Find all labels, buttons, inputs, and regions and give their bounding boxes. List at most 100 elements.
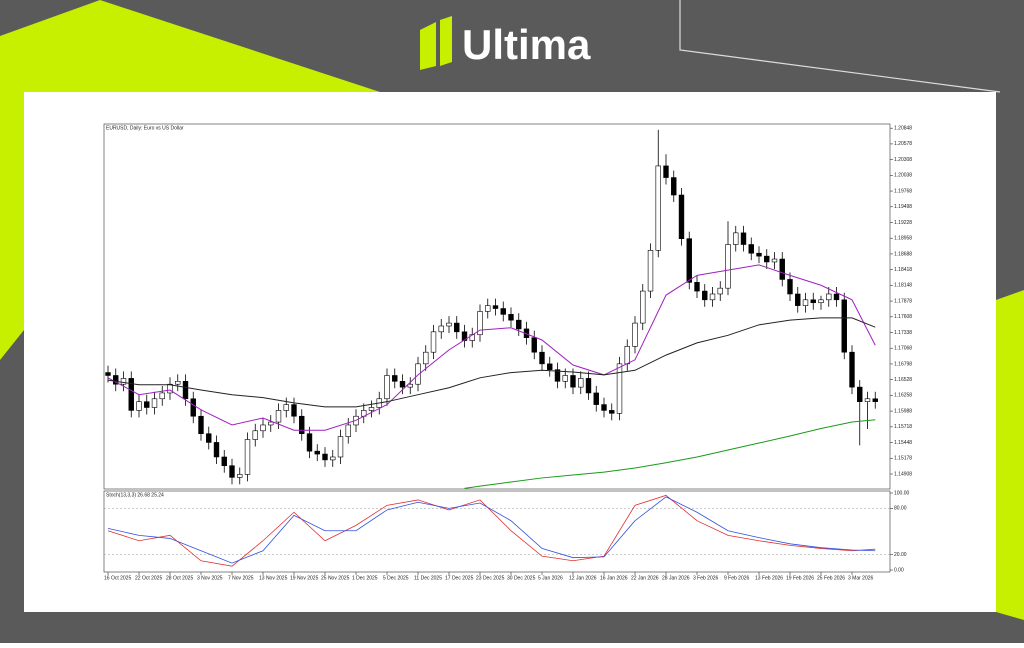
candle-body	[787, 279, 793, 295]
y-tick-label: 1.18418	[894, 267, 912, 273]
y-tick-label: 1.15448	[894, 440, 912, 446]
candle-body	[857, 386, 863, 402]
candle-body	[671, 177, 677, 196]
candle-body	[764, 255, 770, 263]
candle-body	[198, 415, 204, 434]
candle-body	[291, 404, 297, 417]
candle-body	[516, 319, 522, 330]
candle-body	[260, 424, 266, 432]
candle-body	[159, 392, 165, 400]
candle-body	[849, 351, 855, 388]
candle-body	[206, 433, 212, 443]
logo-text: Ultima	[462, 21, 591, 68]
indicator-title: Stoch(13,3,3) 26.68 25.24	[106, 492, 164, 498]
x-tick-label: 13 Nov 2025	[259, 575, 288, 581]
candle-body	[709, 293, 716, 301]
indicator-tick-label: 100.00	[894, 490, 910, 496]
y-tick-label: 1.16798	[894, 361, 912, 367]
y-tick-label: 1.16528	[894, 377, 912, 383]
x-tick-label: 7 Nov 2025	[228, 575, 254, 581]
y-tick-label: 1.15178	[894, 456, 912, 462]
x-tick-label: 25 Feb 2026	[817, 575, 845, 581]
candle-body	[756, 252, 762, 257]
candle-body	[725, 244, 731, 289]
candle-body	[283, 404, 289, 411]
candle-body	[399, 381, 406, 388]
candle-body	[872, 398, 878, 402]
candle-body	[539, 351, 545, 365]
moving-average	[107, 264, 876, 431]
candle-body	[833, 293, 840, 301]
candle-body	[182, 381, 189, 400]
stochastic-line	[107, 494, 876, 567]
candle-body	[446, 322, 452, 327]
candle-body	[531, 337, 537, 353]
y-tick-label: 1.16258	[894, 393, 912, 399]
candle-body	[733, 232, 739, 245]
candle-body	[275, 410, 282, 423]
candle-body	[430, 331, 437, 353]
candle-body	[686, 238, 692, 283]
candle-body	[508, 314, 514, 321]
x-tick-label: 3 Feb 2026	[693, 575, 719, 581]
candle-body	[252, 430, 258, 440]
y-tick-label: 1.17608	[894, 314, 912, 320]
candle-body	[190, 398, 196, 417]
candle-body	[748, 244, 754, 254]
candle-body	[694, 282, 700, 292]
candle-body	[632, 322, 638, 347]
candle-body	[113, 375, 119, 385]
candle-body	[570, 375, 576, 388]
candle-body	[438, 325, 444, 333]
y-tick-label: 1.20578	[894, 141, 912, 147]
y-tick-label: 1.18148	[894, 283, 912, 289]
x-tick-label: 23 Dec 2025	[476, 575, 505, 581]
candle-body	[678, 194, 685, 239]
candle-body	[415, 363, 421, 385]
candle-body	[818, 299, 824, 304]
candle-body	[864, 398, 871, 402]
y-tick-label: 1.17338	[894, 330, 912, 336]
y-tick-label: 1.15988	[894, 408, 912, 414]
candle-body	[477, 311, 483, 336]
x-tick-label: 28 Oct 2025	[166, 575, 193, 581]
y-tick-label: 1.17878	[894, 298, 912, 304]
candle-body	[314, 450, 320, 455]
x-tick-label: 25 Nov 2025	[321, 575, 350, 581]
price-frame	[103, 123, 891, 490]
candle-body	[771, 258, 778, 263]
candle-body	[593, 392, 599, 405]
candle-body	[407, 383, 413, 388]
x-tick-label: 30 Dec 2025	[507, 575, 536, 581]
x-tick-label: 12 Jan 2026	[569, 575, 597, 581]
indicator-tick-label: 80.00	[894, 506, 907, 512]
candle-body	[826, 293, 832, 301]
candle-body	[330, 456, 336, 461]
x-tick-label: 19 Feb 2026	[786, 575, 814, 581]
candle-body	[578, 378, 584, 388]
x-tick-label: 5 Jan 2026	[538, 575, 563, 581]
y-tick-label: 1.19228	[894, 220, 912, 226]
logo-mark	[420, 22, 436, 70]
candle-body	[213, 442, 220, 458]
candle-body	[120, 378, 127, 385]
chart-panel	[24, 92, 996, 612]
x-tick-label: 1 Dec 2025	[352, 575, 378, 581]
candle-body	[128, 378, 134, 411]
candle-body	[244, 439, 251, 475]
candle-body	[810, 299, 816, 304]
candle-body	[229, 465, 235, 478]
candle-body	[492, 305, 499, 309]
y-tick-label: 1.20308	[894, 157, 912, 163]
candle-body	[454, 322, 460, 333]
candle-body	[237, 474, 243, 478]
candle-body	[841, 299, 847, 353]
candle-body	[392, 375, 398, 382]
x-tick-label: 13 Feb 2026	[755, 575, 783, 581]
candle-body	[485, 305, 491, 312]
accent-band	[0, 0, 380, 360]
indicator-frame	[103, 490, 891, 573]
candle-body	[616, 363, 623, 414]
candle-body	[144, 401, 150, 408]
